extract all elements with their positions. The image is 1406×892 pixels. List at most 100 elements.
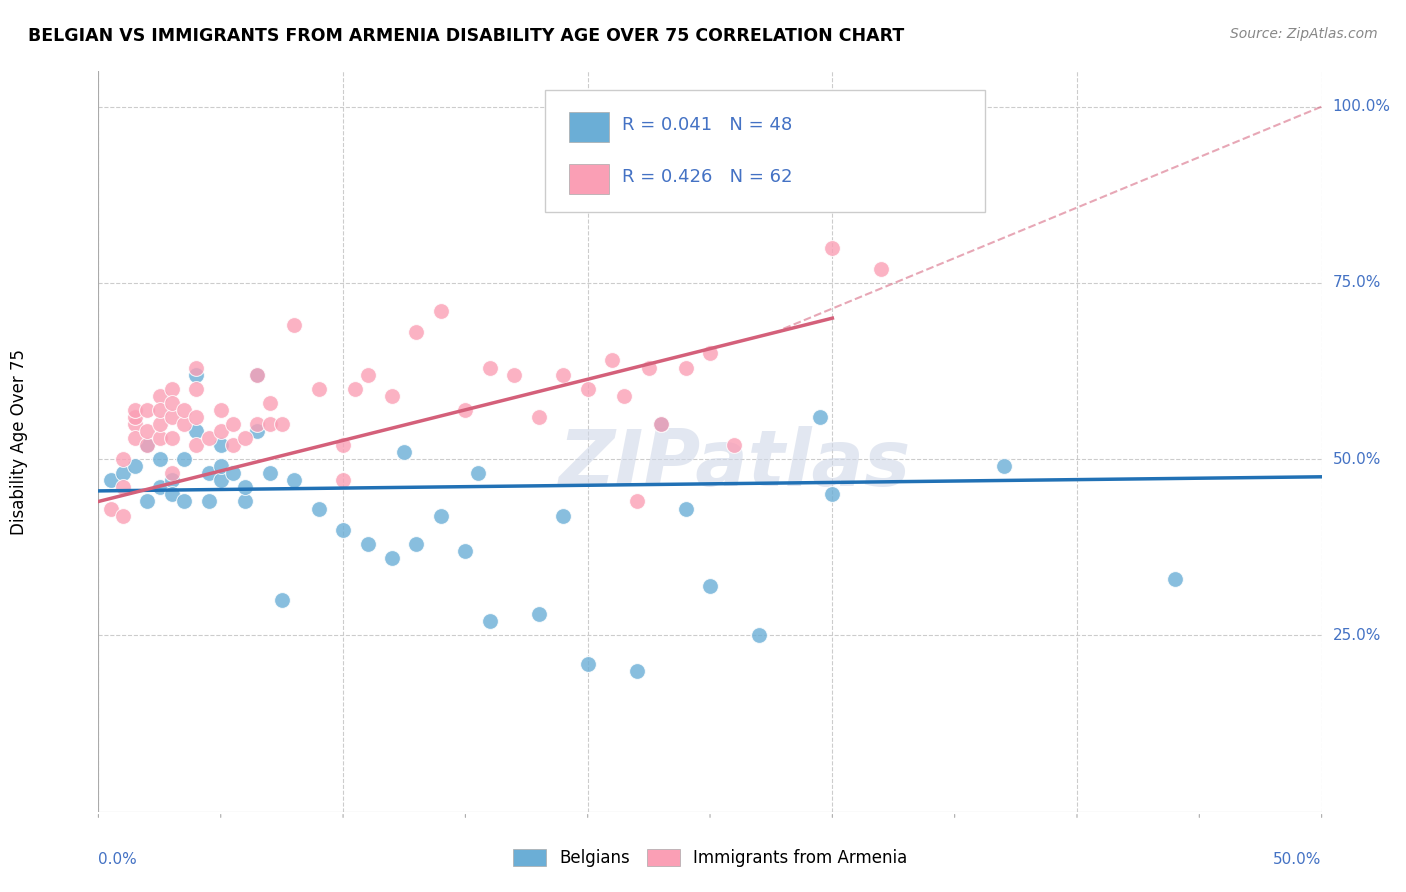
Point bbox=[430, 508, 453, 523]
Point bbox=[173, 494, 195, 508]
Point bbox=[186, 382, 208, 396]
Point bbox=[186, 368, 208, 382]
Point bbox=[1164, 572, 1187, 586]
Point bbox=[173, 417, 195, 431]
Point bbox=[124, 417, 146, 431]
Point bbox=[467, 467, 489, 481]
Point bbox=[149, 452, 172, 467]
Point bbox=[870, 261, 893, 276]
Point bbox=[160, 409, 183, 424]
Point bbox=[124, 431, 146, 445]
Point bbox=[613, 389, 636, 403]
Point bbox=[430, 304, 453, 318]
Point bbox=[808, 409, 831, 424]
Point bbox=[197, 431, 219, 445]
Point bbox=[259, 417, 281, 431]
Point bbox=[503, 368, 526, 382]
Point bbox=[600, 353, 623, 368]
Point bbox=[100, 473, 122, 487]
Bar bbox=[569, 112, 609, 142]
Point bbox=[650, 417, 672, 431]
Point bbox=[270, 593, 294, 607]
Point bbox=[527, 607, 550, 622]
Point bbox=[675, 501, 697, 516]
Point bbox=[748, 628, 770, 642]
Point bbox=[553, 508, 575, 523]
Point bbox=[149, 402, 172, 417]
Point bbox=[149, 431, 172, 445]
Point bbox=[197, 467, 219, 481]
Point bbox=[405, 537, 427, 551]
Point bbox=[699, 579, 721, 593]
Point bbox=[173, 402, 195, 417]
Point bbox=[576, 657, 599, 671]
Text: 50.0%: 50.0% bbox=[1333, 451, 1381, 467]
Point bbox=[149, 389, 172, 403]
Point bbox=[821, 487, 844, 501]
Point bbox=[233, 494, 256, 508]
Point bbox=[699, 346, 721, 360]
Point bbox=[160, 487, 183, 501]
Point bbox=[478, 615, 501, 629]
Point bbox=[136, 402, 159, 417]
Point bbox=[160, 431, 183, 445]
Point bbox=[160, 467, 183, 481]
Point bbox=[356, 368, 378, 382]
Point bbox=[821, 241, 844, 255]
Point bbox=[332, 473, 354, 487]
Point bbox=[576, 382, 599, 396]
Point bbox=[111, 480, 134, 494]
Point bbox=[283, 473, 305, 487]
Point bbox=[222, 438, 245, 452]
Point bbox=[246, 368, 269, 382]
Text: R = 0.041   N = 48: R = 0.041 N = 48 bbox=[621, 117, 792, 135]
Text: Source: ZipAtlas.com: Source: ZipAtlas.com bbox=[1230, 27, 1378, 41]
Point bbox=[209, 438, 232, 452]
Point bbox=[124, 402, 146, 417]
Point bbox=[553, 368, 575, 382]
Point bbox=[283, 318, 305, 333]
Point bbox=[723, 438, 745, 452]
Text: BELGIAN VS IMMIGRANTS FROM ARMENIA DISABILITY AGE OVER 75 CORRELATION CHART: BELGIAN VS IMMIGRANTS FROM ARMENIA DISAB… bbox=[28, 27, 904, 45]
Point bbox=[149, 417, 172, 431]
Legend: Belgians, Immigrants from Armenia: Belgians, Immigrants from Armenia bbox=[506, 842, 914, 874]
Point bbox=[259, 467, 281, 481]
Point bbox=[246, 417, 269, 431]
Point bbox=[478, 360, 501, 375]
Point bbox=[186, 438, 208, 452]
Point bbox=[186, 409, 208, 424]
Point bbox=[160, 396, 183, 410]
Point bbox=[173, 452, 195, 467]
Point bbox=[233, 431, 256, 445]
Point bbox=[111, 508, 134, 523]
Point bbox=[111, 452, 134, 467]
Point bbox=[405, 325, 427, 339]
Point bbox=[124, 459, 146, 474]
Point bbox=[209, 424, 232, 438]
Point bbox=[160, 382, 183, 396]
Text: 100.0%: 100.0% bbox=[1333, 99, 1391, 114]
Point bbox=[136, 494, 159, 508]
Text: R = 0.426   N = 62: R = 0.426 N = 62 bbox=[621, 169, 793, 186]
Point bbox=[308, 501, 330, 516]
Point bbox=[527, 409, 550, 424]
Point bbox=[356, 537, 378, 551]
Point bbox=[136, 438, 159, 452]
Point bbox=[186, 360, 208, 375]
Point bbox=[100, 501, 122, 516]
Point bbox=[626, 494, 648, 508]
Point bbox=[136, 424, 159, 438]
Point bbox=[308, 382, 330, 396]
Text: 75.0%: 75.0% bbox=[1333, 276, 1381, 291]
Point bbox=[111, 467, 134, 481]
Point bbox=[222, 417, 245, 431]
Point bbox=[637, 360, 661, 375]
Point bbox=[993, 459, 1015, 474]
Point bbox=[675, 360, 697, 375]
Text: 25.0%: 25.0% bbox=[1333, 628, 1381, 643]
Point bbox=[332, 523, 354, 537]
Point bbox=[626, 664, 648, 678]
Point bbox=[650, 417, 672, 431]
Point bbox=[246, 424, 269, 438]
FancyBboxPatch shape bbox=[546, 90, 986, 212]
